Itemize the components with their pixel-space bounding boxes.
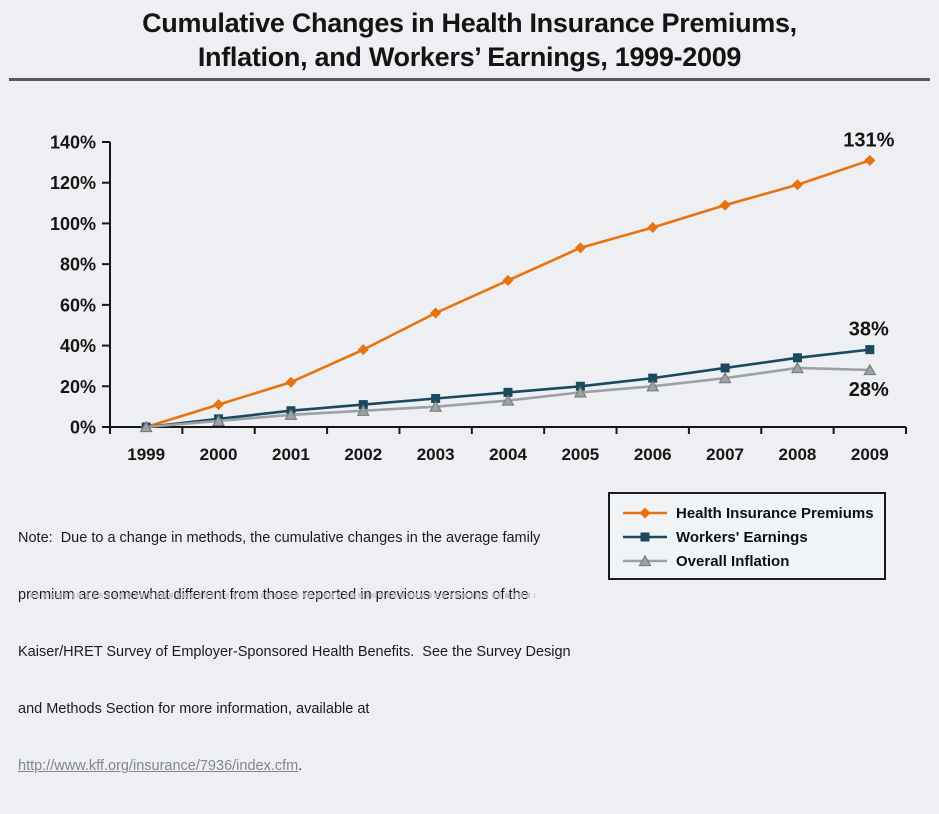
- kff-url-link[interactable]: http://www.kff.org/insurance/7936/index.…: [18, 758, 299, 774]
- diamond-marker-icon: [864, 154, 876, 166]
- diamond-marker-icon: [502, 274, 514, 286]
- triangle-marker-icon: [790, 361, 804, 374]
- cropped-source-text: [30, 593, 535, 598]
- triangle-marker-icon: [646, 380, 660, 392]
- end-label-health-insurance-premiums: 131%: [843, 129, 894, 151]
- legend-label-earnings: Workers' Earnings: [676, 528, 808, 546]
- y-axis-label: 100%: [50, 214, 96, 234]
- series-overall-inflation: 28%: [139, 361, 889, 433]
- x-axis-label: 2001: [272, 445, 310, 464]
- legend-label-inflation: Overall Inflation: [676, 552, 790, 570]
- diamond-marker-icon: [285, 376, 297, 388]
- y-axis-label: 20%: [60, 377, 96, 397]
- y-axis-label: 140%: [50, 133, 96, 153]
- x-axis-label: 2004: [489, 445, 527, 464]
- page-title-line2: Inflation, and Workers’ Earnings, 1999-2…: [197, 42, 742, 72]
- diamond-marker-icon: [357, 344, 369, 356]
- premiums-line-sample-icon: [622, 505, 668, 521]
- legend-item-premiums: Health Insurance Premiums: [622, 501, 874, 525]
- diamond-marker-icon: [719, 199, 731, 211]
- earnings-line-sample-icon: [622, 529, 668, 545]
- diamond-marker-icon: [639, 507, 651, 519]
- diamond-marker-icon: [791, 179, 803, 191]
- diamond-marker-icon: [213, 399, 225, 411]
- axes: [102, 141, 907, 434]
- x-axis-labels: 1999 2000 2001 2002 2003 2004 2005 2006 2007 2008…: [127, 445, 888, 464]
- x-axis-label: 1999: [127, 445, 165, 464]
- footnote-line: Kaiser/HRET Survey of Employer-Sponsored…: [18, 644, 571, 660]
- square-marker-icon: [431, 394, 441, 403]
- triangle-marker-icon: [863, 363, 877, 376]
- series-workers-earnings: 38%: [141, 319, 889, 432]
- footnote-line: Note: Due to a change in methods, the cu…: [18, 530, 541, 546]
- legend-item-earnings: Workers' Earnings: [622, 525, 874, 549]
- y-axis-label: 40%: [60, 336, 96, 356]
- y-axis-labels: 0% 20% 40% 60% 80% 100% 120% 140%: [50, 133, 96, 438]
- y-axis-label: 120%: [50, 173, 96, 193]
- triangle-marker-icon: [638, 554, 652, 567]
- diamond-marker-icon: [574, 242, 586, 254]
- end-label-overall-inflation: 28%: [849, 379, 889, 401]
- footnote-line: and Methods Section for more information…: [18, 701, 370, 717]
- square-marker-icon: [503, 387, 513, 397]
- square-marker-icon: [865, 345, 875, 355]
- page-title: Cumulative Changes in Health Insurance P…: [0, 6, 939, 74]
- x-axis-label: 2006: [634, 445, 672, 464]
- y-axis-label: 80%: [60, 255, 96, 275]
- footnote-period: .: [298, 758, 303, 774]
- line-chart: 0% 20% 40% 60% 80% 100% 120% 140% 1999 2000 2001 20…: [50, 129, 907, 464]
- chart-legend: Health Insurance Premiums Workers' Earni…: [608, 492, 886, 580]
- square-marker-icon: [640, 532, 650, 542]
- triangle-marker-icon: [501, 394, 515, 406]
- x-axis-label: 2005: [561, 445, 599, 464]
- diamond-marker-icon: [430, 307, 442, 319]
- legend-item-inflation: Overall Inflation: [622, 549, 874, 573]
- x-axis-label: 2008: [779, 445, 817, 464]
- footnote: Note: Due to a change in methods, the cu…: [18, 491, 603, 814]
- footnote-link-line: http://www.kff.org/insurance/7936/index.…: [18, 757, 603, 776]
- triangle-marker-icon: [284, 408, 298, 420]
- health-insurance-premiums-line: [145, 159, 871, 429]
- y-axis-label: 0%: [70, 418, 96, 438]
- inflation-line-sample-icon: [622, 553, 668, 569]
- triangle-marker-icon: [429, 400, 443, 412]
- x-axis-label: 2000: [200, 445, 238, 464]
- triangle-marker-icon: [356, 404, 370, 416]
- square-marker-icon: [648, 373, 658, 383]
- triangle-marker-icon: [718, 371, 732, 384]
- triangle-marker-icon: [212, 414, 226, 426]
- diamond-marker-icon: [647, 222, 659, 233]
- triangle-marker-icon: [139, 420, 153, 433]
- square-marker-icon: [720, 363, 730, 373]
- end-label-workers-earnings: 38%: [849, 319, 889, 341]
- x-axis-label: 2009: [851, 445, 889, 464]
- square-marker-icon: [792, 353, 802, 363]
- triangle-marker-icon: [573, 386, 587, 398]
- x-axis-label: 2007: [706, 445, 744, 464]
- title-divider: [9, 78, 930, 81]
- y-axis-label: 60%: [60, 295, 96, 315]
- series-health-insurance-premiums: 131%: [140, 129, 895, 433]
- legend-label-premiums: Health Insurance Premiums: [676, 504, 874, 522]
- slide: Cumulative Changes in Health Insurance P…: [0, 6, 939, 774]
- page-title-line1: Cumulative Changes in Health Insurance P…: [142, 8, 797, 38]
- x-axis-label: 2002: [344, 445, 382, 464]
- x-axis-label: 2003: [417, 445, 455, 464]
